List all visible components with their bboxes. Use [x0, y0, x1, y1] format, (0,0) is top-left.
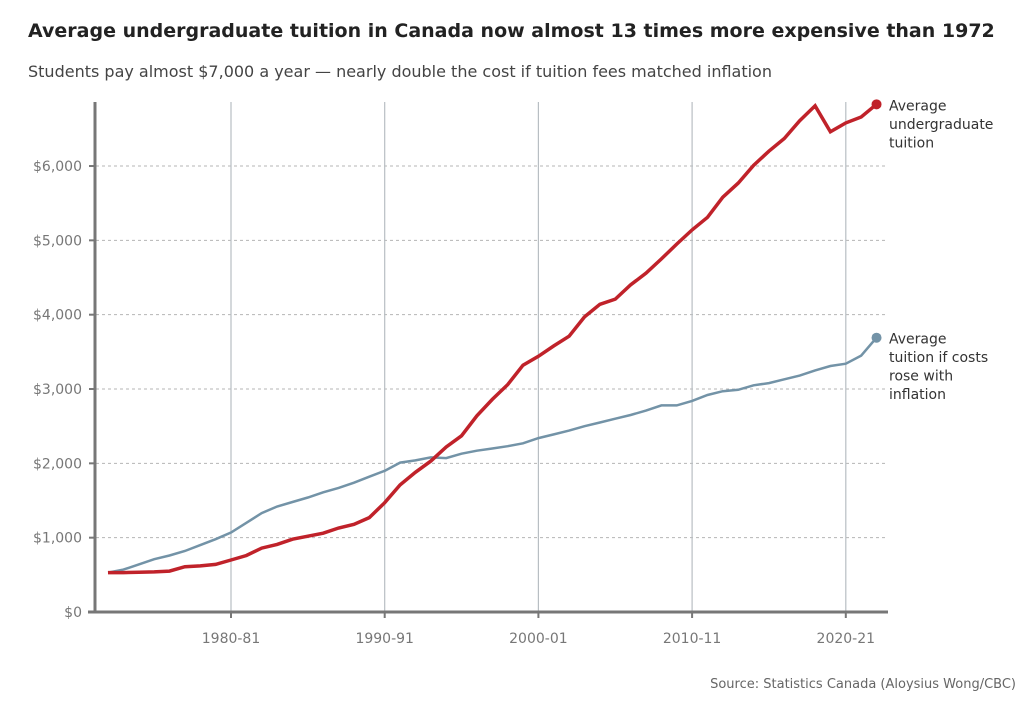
chart-title: Average undergraduate tuition in Canada …	[28, 20, 995, 42]
series-line	[107, 336, 878, 574]
series-end-marker	[871, 332, 882, 343]
x-tick-label: 2010-11	[663, 631, 722, 647]
x-tick-label: 1980-81	[202, 631, 261, 647]
y-tick-label: $1,000	[33, 531, 82, 547]
series-line	[108, 102, 878, 575]
x-tick-label: 2020-21	[817, 631, 876, 647]
chart-source: Source: Statistics Canada (Aloysius Wong…	[710, 677, 1016, 692]
y-tick-label: $4,000	[33, 308, 82, 324]
x-tick-label: 2000-01	[509, 631, 568, 647]
series-label: inflation	[889, 387, 946, 403]
series-end-marker	[871, 99, 882, 110]
y-tick-label: $5,000	[33, 233, 82, 249]
series-label: Average	[889, 98, 947, 114]
x-tick-label: 1990-91	[355, 631, 414, 647]
series-label: Average	[889, 332, 947, 348]
series-label: undergraduate	[889, 117, 993, 133]
series-label: rose with	[889, 369, 953, 385]
y-tick-label: $6,000	[33, 159, 82, 175]
y-tick-label: $2,000	[33, 456, 82, 472]
series-label: tuition	[889, 135, 934, 151]
y-tick-label: $3,000	[33, 382, 82, 398]
y-tick-label: $0	[64, 605, 82, 621]
series-label: tuition if costs	[889, 350, 988, 366]
chart-subtitle: Students pay almost $7,000 a year — near…	[28, 62, 772, 81]
